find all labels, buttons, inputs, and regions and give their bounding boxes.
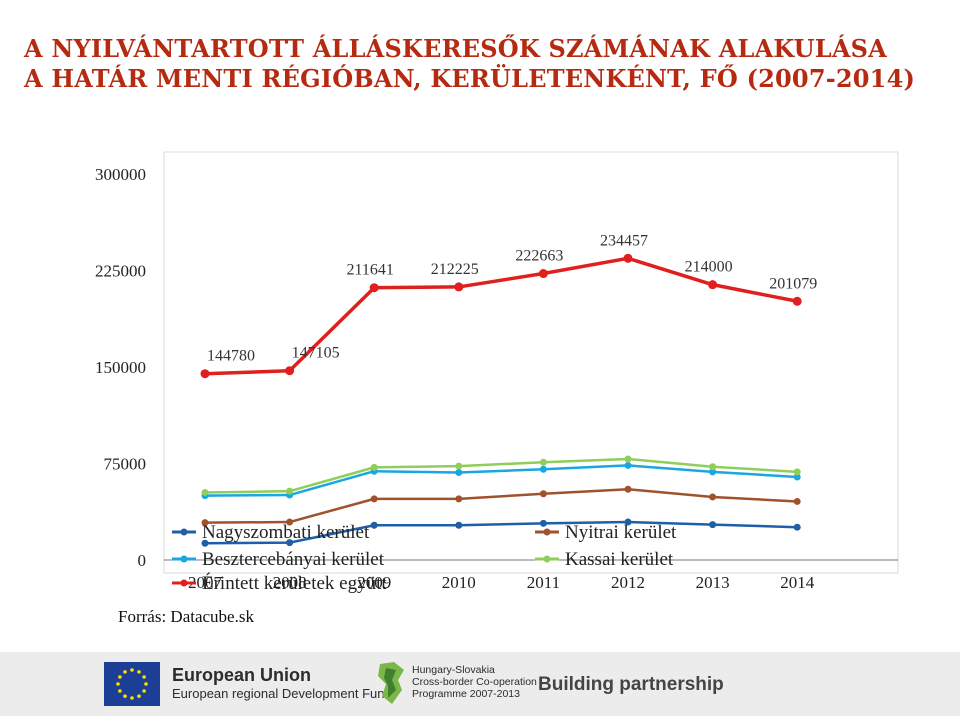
series-line xyxy=(204,464,798,497)
series-line xyxy=(204,457,798,494)
y-tick-label: 75000 xyxy=(104,455,147,474)
eu-logo-text: European Union European regional Develop… xyxy=(172,665,392,703)
data-label: 212225 xyxy=(431,261,479,278)
data-point xyxy=(709,463,717,471)
data-point xyxy=(455,495,463,503)
data-point xyxy=(286,487,294,495)
hs-line-2: Cross-border Co-operation xyxy=(412,676,537,688)
x-tick-label: 2012 xyxy=(611,573,645,592)
data-label: 147105 xyxy=(292,345,340,362)
data-label: 214000 xyxy=(685,259,733,276)
legend-label: Kassai kerület xyxy=(565,549,674,570)
data-point xyxy=(201,488,209,496)
legend-label: Besztercebányai kerület xyxy=(202,549,385,570)
hs-line-1: Hungary-Slovakia xyxy=(412,664,495,676)
data-point xyxy=(539,458,547,466)
hs-line-3: Programme 2007-2013 xyxy=(412,688,520,700)
legend-label: Nagyszombati kerület xyxy=(202,522,370,543)
data-point xyxy=(455,469,463,477)
x-tick-label: 2008 xyxy=(273,573,307,592)
series-line xyxy=(204,487,798,524)
x-tick-label: 2010 xyxy=(442,573,476,592)
legend-label: Érintett kerületek együtt xyxy=(202,572,387,594)
data-point xyxy=(370,463,378,471)
x-tick-label: 2007 xyxy=(188,573,223,592)
x-tick-label: 2011 xyxy=(527,573,560,592)
building-partnership-text: Building partnership xyxy=(538,674,724,695)
chart-title-line-2: A HATÁR MENTI RÉGIÓBAN, KERÜLETENKÉNT, F… xyxy=(24,64,916,93)
chart-title-line-1: A NYILVÁNTARTOTT ÁLLÁSKERESŐK SZÁMÁNAK A… xyxy=(24,34,887,63)
data-point xyxy=(709,521,717,529)
chart-title: A NYILVÁNTARTOTT ÁLLÁSKERESŐK SZÁMÁNAK A… xyxy=(24,34,954,94)
plot-area-frame xyxy=(163,151,899,574)
data-point xyxy=(201,519,209,527)
y-tick-label: 0 xyxy=(138,551,147,570)
y-tick-label: 150000 xyxy=(95,358,146,377)
x-tick-label: 2013 xyxy=(696,573,730,592)
data-label: 211641 xyxy=(346,262,393,279)
x-axis-tick-labels: 2007 2008 2009 2010 2011 2012 2013 2014 xyxy=(188,573,815,592)
data-point xyxy=(793,497,801,505)
data-point xyxy=(624,518,632,526)
source-note: Forrás: Datacube.sk xyxy=(118,607,254,626)
series-lines: 144780 147105 211641 212225 222663 234457 2140… xyxy=(200,232,817,547)
data-point xyxy=(286,518,294,526)
data-point xyxy=(623,253,633,263)
data-label: 222663 xyxy=(515,248,563,265)
data-point xyxy=(455,462,463,470)
legend-marker xyxy=(543,528,551,536)
data-point xyxy=(793,473,801,481)
data-point xyxy=(285,366,295,376)
data-point xyxy=(792,296,802,306)
footer-logo-bar: European Union European regional Develop… xyxy=(0,652,960,716)
data-point xyxy=(201,539,209,547)
hungary-slovakia-text: Hungary-Slovakia Cross-border Co-operati… xyxy=(412,664,537,700)
line-chart: 0 75000 150000 225000 300000 2007 2008 2009 201… xyxy=(95,151,899,594)
data-point xyxy=(454,282,464,292)
data-point xyxy=(455,521,463,529)
data-point xyxy=(793,523,801,531)
x-tick-label: 2014 xyxy=(780,573,815,592)
data-point xyxy=(539,465,547,473)
data-point xyxy=(709,468,717,476)
data-point xyxy=(369,283,379,293)
data-point xyxy=(539,519,547,527)
data-label: 144780 xyxy=(207,348,255,365)
legend-label: Nyitrai kerület xyxy=(565,522,677,543)
legend-marker xyxy=(543,555,551,563)
data-point xyxy=(624,455,632,463)
data-point xyxy=(793,468,801,476)
data-point xyxy=(539,490,547,498)
data-point xyxy=(709,493,717,501)
data-point xyxy=(708,280,718,290)
data-label: 201079 xyxy=(769,275,817,292)
hungary-slovakia-logo-icon xyxy=(374,660,408,708)
series-line xyxy=(204,520,798,545)
data-label: 234457 xyxy=(600,232,648,249)
data-point xyxy=(538,269,548,279)
y-tick-label: 225000 xyxy=(95,262,146,281)
x-tick-label: 2009 xyxy=(357,573,391,592)
data-point xyxy=(200,369,210,379)
data-point xyxy=(624,461,632,469)
legend-marker xyxy=(180,528,188,536)
y-axis-tick-labels: 0 75000 150000 225000 300000 xyxy=(95,165,146,570)
legend-marker xyxy=(180,555,188,563)
legend: Nagyszombati kerület Nyitrai kerület Beszt… xyxy=(172,522,677,594)
data-point xyxy=(286,539,294,547)
data-point xyxy=(370,495,378,503)
eu-flag-icon xyxy=(104,662,160,706)
eu-name: European Union xyxy=(172,665,311,685)
series-line xyxy=(204,256,798,376)
y-tick-label: 300000 xyxy=(95,165,146,184)
eu-fund: European regional Development Fund xyxy=(172,686,392,701)
legend-marker xyxy=(180,579,188,587)
data-point xyxy=(370,521,378,529)
data-point xyxy=(624,485,632,493)
